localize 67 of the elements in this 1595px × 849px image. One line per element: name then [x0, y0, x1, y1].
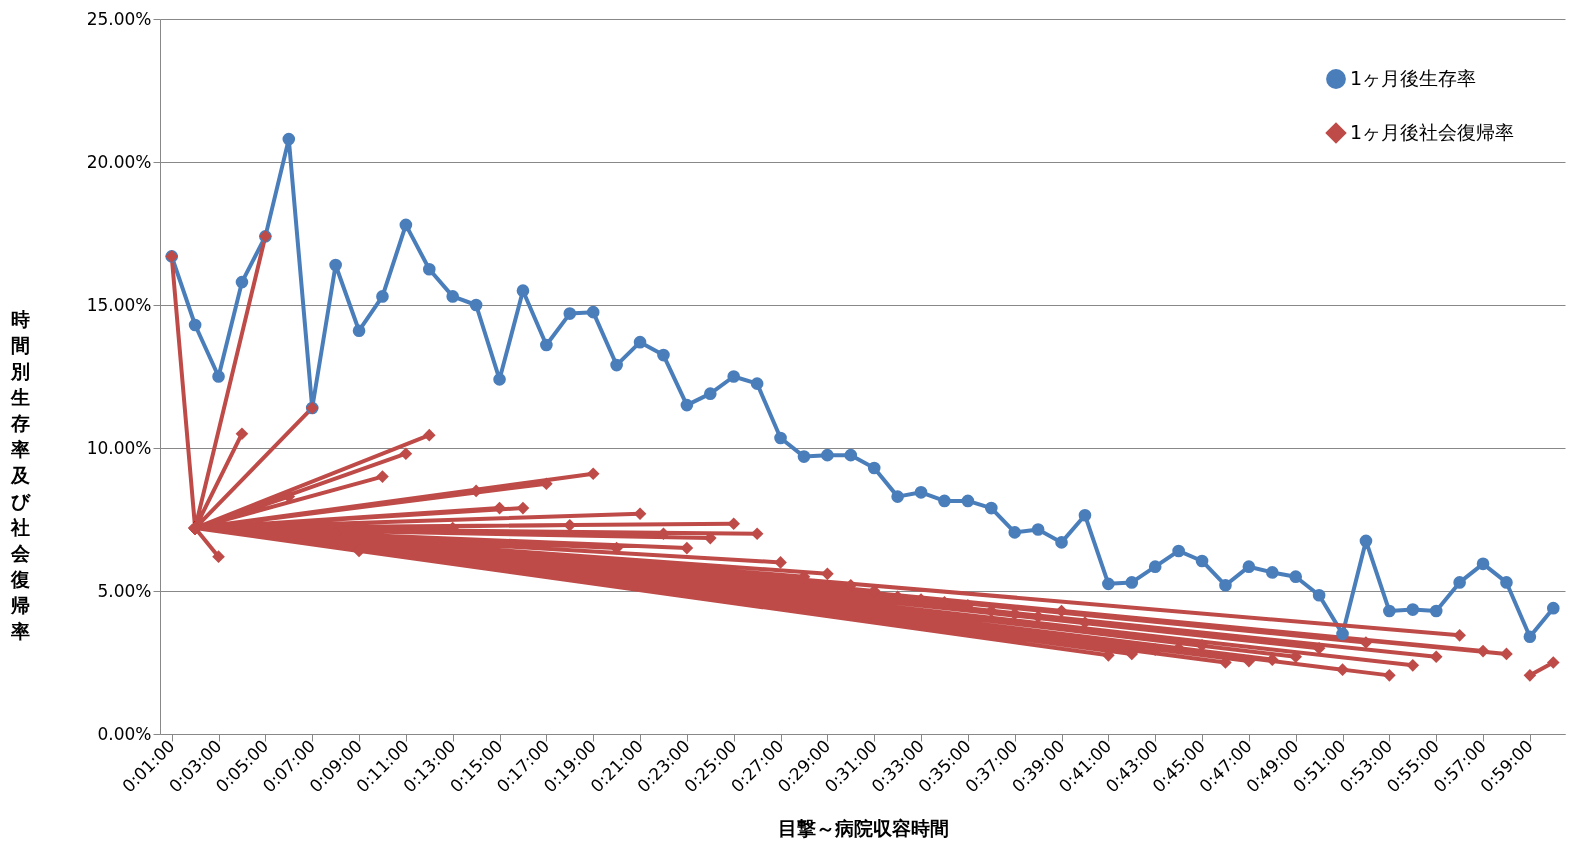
point [563, 307, 577, 320]
y-tick-label: 5.00% [97, 580, 152, 601]
point [680, 398, 694, 412]
point [1219, 578, 1232, 592]
point [961, 494, 975, 508]
point [633, 335, 647, 349]
y-tick-label: 0.00% [97, 723, 152, 744]
point [657, 348, 670, 362]
point [1055, 536, 1068, 549]
point [352, 324, 366, 338]
point [1359, 534, 1373, 548]
text: 時間別生存率及び社会復帰率 [11, 307, 30, 642]
point [586, 305, 600, 319]
point [1336, 627, 1349, 641]
point [750, 377, 764, 390]
y-tick-label: 10.00% [86, 437, 152, 458]
y-tick-label: 25.00% [86, 8, 152, 29]
point [516, 284, 530, 298]
point [540, 338, 553, 352]
point [1125, 576, 1139, 589]
point [188, 318, 202, 332]
point [914, 486, 928, 499]
point [1476, 557, 1490, 571]
point [610, 358, 623, 372]
y-tick-label: 20.00% [86, 151, 152, 172]
point [703, 387, 717, 400]
point [1242, 560, 1256, 573]
point [984, 501, 998, 515]
point [212, 370, 225, 383]
point [1172, 544, 1185, 558]
point [821, 448, 834, 462]
point [1289, 570, 1303, 584]
point [399, 218, 413, 232]
point [1078, 508, 1092, 522]
point [774, 431, 787, 445]
point [422, 262, 436, 276]
point [1265, 566, 1279, 579]
point [1500, 576, 1513, 589]
legend-label: 1ヶ月後生存率 [1350, 67, 1477, 89]
point [1453, 576, 1466, 589]
point [376, 290, 389, 303]
point [1195, 554, 1209, 568]
point [1008, 526, 1022, 539]
point [282, 132, 296, 146]
point [446, 290, 460, 303]
point [1546, 601, 1560, 615]
point [797, 450, 811, 463]
point [329, 258, 342, 272]
point [1102, 577, 1115, 591]
point [1406, 603, 1420, 616]
point [493, 373, 506, 386]
x-axis-title: 目撃～病院収容時間 [777, 817, 949, 840]
point [469, 298, 483, 312]
point [1383, 604, 1396, 618]
point [1312, 588, 1326, 602]
point [844, 448, 858, 462]
point [727, 370, 741, 383]
point [235, 275, 249, 289]
legend-label: 1ヶ月後社会復帰率 [1350, 121, 1515, 143]
point [1031, 523, 1045, 536]
point [938, 494, 951, 508]
point [891, 490, 904, 503]
point [1429, 604, 1443, 618]
point [1148, 560, 1162, 573]
point [867, 461, 881, 475]
point [1523, 630, 1537, 644]
y-tick-label: 15.00% [86, 294, 152, 315]
